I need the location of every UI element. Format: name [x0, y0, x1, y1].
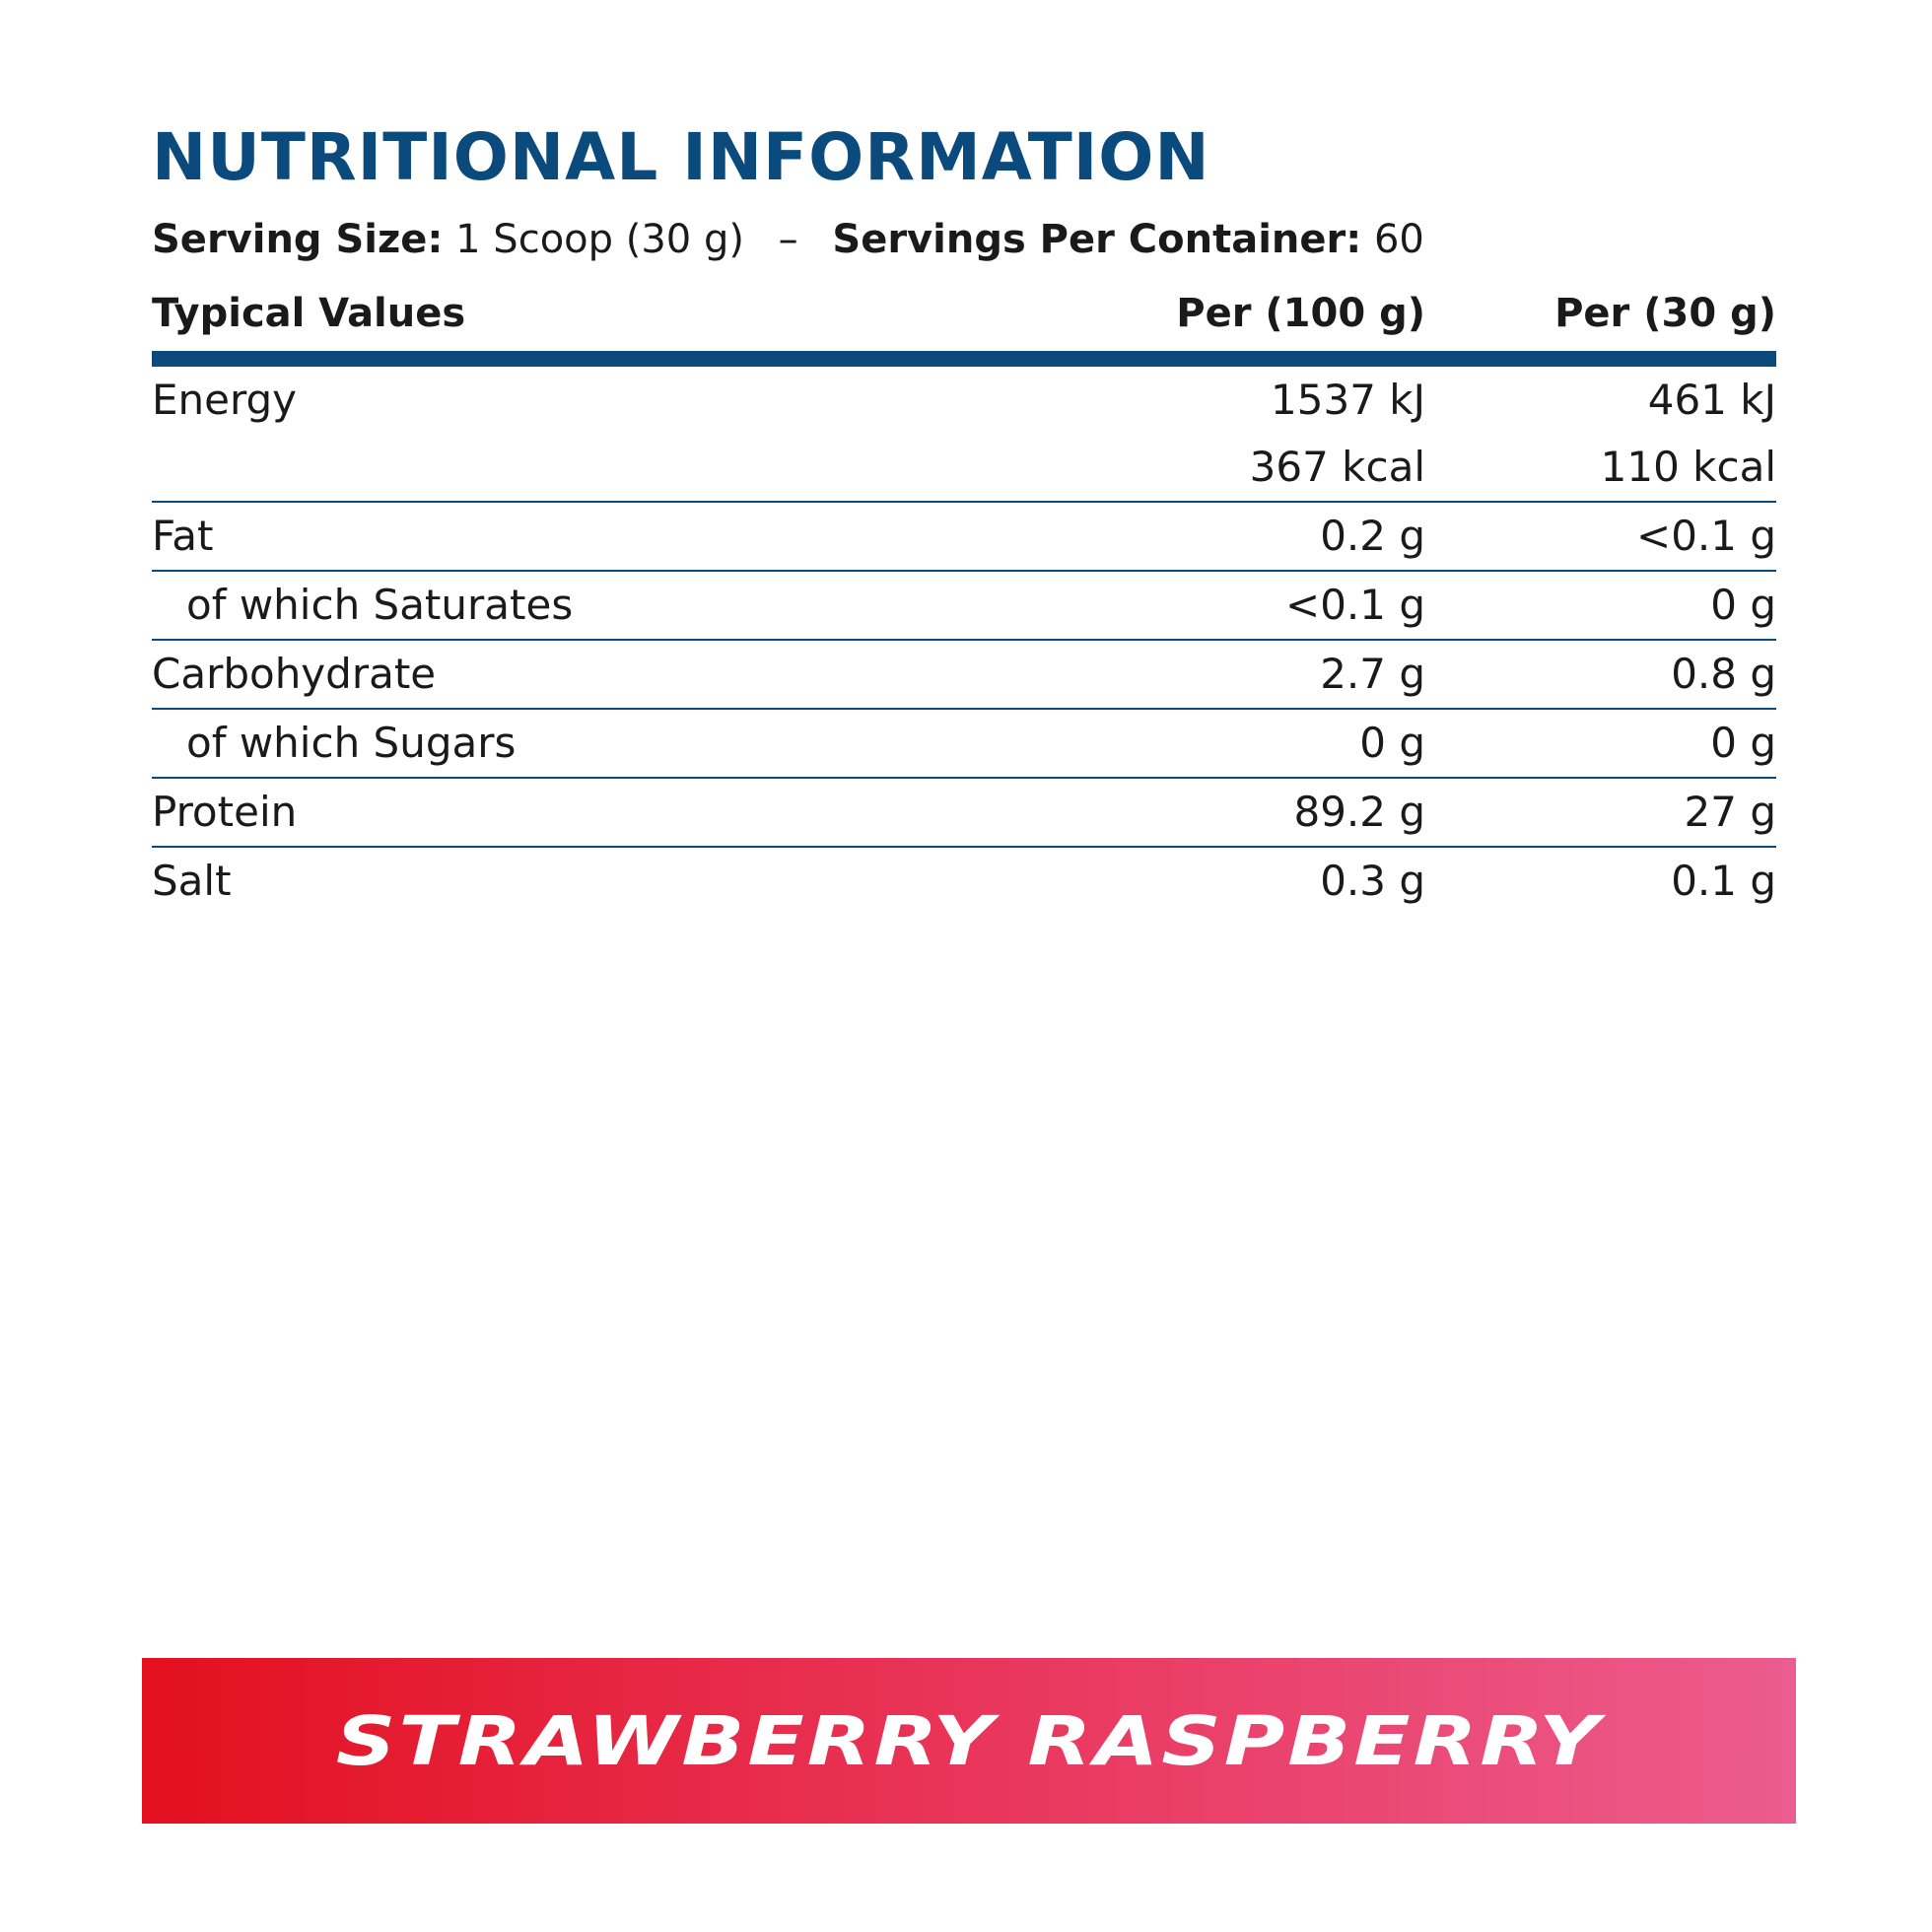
header-divider — [152, 351, 1776, 367]
row-label: Protein — [152, 788, 298, 836]
nutrition-panel: NUTRITIONAL INFORMATION Serving Size: 1 … — [152, 116, 1776, 915]
table-row-saturates: of which Saturates <0.1 g 0 g — [152, 572, 1776, 641]
table-row-sugars: of which Sugars 0 g 0 g — [152, 710, 1776, 779]
servings-per-container-label: Servings Per Container: — [832, 217, 1362, 262]
table-row-energy: Energy 1537 kJ 367 kcal 461 kJ 110 kcal — [152, 367, 1776, 503]
serving-size-label: Serving Size: — [152, 217, 444, 262]
table-header: Typical Values Per (100 g) Per (30 g) — [152, 286, 1776, 341]
row-label: Salt — [152, 857, 232, 905]
energy-per-30g: 461 kJ 110 kcal — [1425, 367, 1776, 501]
value-per-100g: <0.1 g — [1285, 581, 1425, 629]
row-label: of which Sugars — [186, 719, 517, 767]
value-per-100g: 89.2 g — [1293, 788, 1425, 836]
energy-kj-per-100g: 1537 kJ — [1271, 376, 1425, 424]
value-per-100g: 2.7 g — [1320, 650, 1425, 698]
value-per-30g: 0 g — [1710, 719, 1776, 767]
value-per-100g: 0.3 g — [1320, 857, 1425, 905]
serving-separator: – — [778, 217, 798, 262]
energy-per-100g: 1537 kJ 367 kcal — [1051, 367, 1425, 501]
header-typical-values: Typical Values — [152, 291, 466, 336]
energy-kj-per-30g: 461 kJ — [1647, 376, 1776, 424]
value-per-30g: 0.1 g — [1671, 857, 1776, 905]
header-per-30g: Per (30 g) — [1554, 291, 1776, 336]
table-row-salt: Salt 0.3 g 0.1 g — [152, 848, 1776, 915]
serving-info: Serving Size: 1 Scoop (30 g) – Servings … — [152, 215, 1776, 264]
table-row-fat: Fat 0.2 g <0.1 g — [152, 503, 1776, 572]
value-per-30g: <0.1 g — [1636, 512, 1776, 560]
value-per-100g: 0 g — [1359, 719, 1425, 767]
row-label: Energy — [152, 376, 298, 424]
flavor-name: STRAWBERRY RASPBERRY — [335, 1700, 1603, 1781]
table-row-protein: Protein 89.2 g 27 g — [152, 779, 1776, 848]
table-row-carbohydrate: Carbohydrate 2.7 g 0.8 g — [152, 641, 1776, 710]
value-per-30g: 0.8 g — [1671, 650, 1776, 698]
energy-kcal-per-30g: 110 kcal — [1600, 443, 1776, 491]
value-per-100g: 0.2 g — [1320, 512, 1425, 560]
row-label: Carbohydrate — [152, 650, 437, 698]
serving-size-value: 1 Scoop (30 g) — [455, 217, 744, 262]
page-title: NUTRITIONAL INFORMATION — [152, 119, 1210, 195]
value-per-30g: 0 g — [1710, 581, 1776, 629]
servings-per-container-value: 60 — [1373, 217, 1424, 262]
row-label: of which Saturates — [186, 581, 574, 629]
row-label: Fat — [152, 512, 214, 560]
energy-kcal-per-100g: 367 kcal — [1249, 443, 1425, 491]
value-per-30g: 27 g — [1684, 788, 1776, 836]
header-per-100g: Per (100 g) — [1176, 291, 1425, 336]
flavor-banner: STRAWBERRY RASPBERRY — [142, 1658, 1796, 1824]
